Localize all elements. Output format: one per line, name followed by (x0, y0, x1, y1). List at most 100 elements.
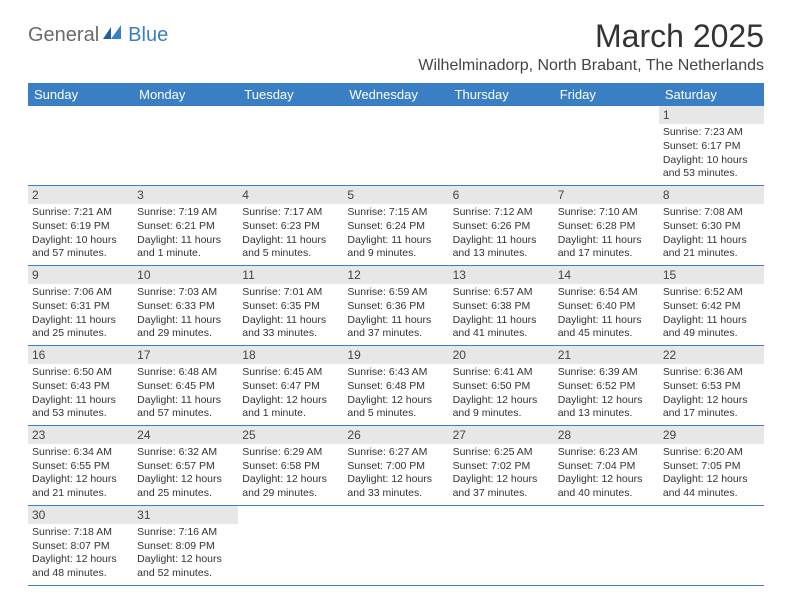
daylight-text: Daylight: 11 hours and 1 minute. (137, 234, 234, 261)
calendar-day-cell: 24Sunrise: 6:32 AMSunset: 6:57 PMDayligh… (133, 425, 238, 505)
calendar-day-cell: 7Sunrise: 7:10 AMSunset: 6:28 PMDaylight… (554, 185, 659, 265)
sunset-text: Sunset: 6:28 PM (558, 220, 655, 234)
weekday-header: Sunday (28, 83, 133, 106)
day-details: Sunrise: 6:34 AMSunset: 6:55 PMDaylight:… (28, 444, 133, 505)
day-number: 5 (343, 186, 448, 204)
day-number: 1 (659, 106, 764, 124)
weekday-header: Thursday (449, 83, 554, 106)
day-details: Sunrise: 7:19 AMSunset: 6:21 PMDaylight:… (133, 204, 238, 265)
header: General Blue March 2025 Wilhelminadorp, … (28, 18, 764, 75)
location-subtitle: Wilhelminadorp, North Brabant, The Nethe… (418, 57, 764, 75)
sunset-text: Sunset: 6:42 PM (663, 300, 760, 314)
sunrise-text: Sunrise: 6:32 AM (137, 446, 234, 460)
day-number: 18 (238, 346, 343, 364)
sunrise-text: Sunrise: 7:03 AM (137, 286, 234, 300)
day-number: 30 (28, 506, 133, 524)
day-details: Sunrise: 7:06 AMSunset: 6:31 PMDaylight:… (28, 284, 133, 345)
day-number: 29 (659, 426, 764, 444)
calendar-empty-cell (238, 106, 343, 185)
day-number: 20 (449, 346, 554, 364)
sunset-text: Sunset: 6:21 PM (137, 220, 234, 234)
daylight-text: Daylight: 11 hours and 5 minutes. (242, 234, 339, 261)
day-details: Sunrise: 6:36 AMSunset: 6:53 PMDaylight:… (659, 364, 764, 425)
sunset-text: Sunset: 7:02 PM (453, 460, 550, 474)
sunset-text: Sunset: 6:26 PM (453, 220, 550, 234)
daylight-text: Daylight: 12 hours and 40 minutes. (558, 473, 655, 500)
logo-text-general: General (28, 24, 99, 47)
day-details: Sunrise: 7:12 AMSunset: 6:26 PMDaylight:… (449, 204, 554, 265)
daylight-text: Daylight: 12 hours and 52 minutes. (137, 553, 234, 580)
sunset-text: Sunset: 7:05 PM (663, 460, 760, 474)
sunset-text: Sunset: 6:17 PM (663, 140, 760, 154)
sunset-text: Sunset: 6:53 PM (663, 380, 760, 394)
day-details: Sunrise: 6:43 AMSunset: 6:48 PMDaylight:… (343, 364, 448, 425)
calendar-day-cell: 15Sunrise: 6:52 AMSunset: 6:42 PMDayligh… (659, 265, 764, 345)
day-number: 22 (659, 346, 764, 364)
sunrise-text: Sunrise: 7:18 AM (32, 526, 129, 540)
day-details: Sunrise: 6:52 AMSunset: 6:42 PMDaylight:… (659, 284, 764, 345)
title-block: March 2025 Wilhelminadorp, North Brabant… (418, 18, 764, 75)
day-number: 28 (554, 426, 659, 444)
calendar-day-cell: 19Sunrise: 6:43 AMSunset: 6:48 PMDayligh… (343, 345, 448, 425)
day-details: Sunrise: 7:10 AMSunset: 6:28 PMDaylight:… (554, 204, 659, 265)
calendar-header-row: SundayMondayTuesdayWednesdayThursdayFrid… (28, 83, 764, 106)
sunrise-text: Sunrise: 6:20 AM (663, 446, 760, 460)
calendar-day-cell: 27Sunrise: 6:25 AMSunset: 7:02 PMDayligh… (449, 425, 554, 505)
sunrise-text: Sunrise: 6:36 AM (663, 366, 760, 380)
weekday-header: Monday (133, 83, 238, 106)
calendar-day-cell: 12Sunrise: 6:59 AMSunset: 6:36 PMDayligh… (343, 265, 448, 345)
calendar-day-cell: 2Sunrise: 7:21 AMSunset: 6:19 PMDaylight… (28, 185, 133, 265)
day-details: Sunrise: 6:54 AMSunset: 6:40 PMDaylight:… (554, 284, 659, 345)
sunrise-text: Sunrise: 7:08 AM (663, 206, 760, 220)
daylight-text: Daylight: 12 hours and 33 minutes. (347, 473, 444, 500)
daylight-text: Daylight: 11 hours and 37 minutes. (347, 314, 444, 341)
calendar-day-cell: 26Sunrise: 6:27 AMSunset: 7:00 PMDayligh… (343, 425, 448, 505)
calendar-day-cell: 30Sunrise: 7:18 AMSunset: 8:07 PMDayligh… (28, 505, 133, 585)
day-details: Sunrise: 7:08 AMSunset: 6:30 PMDaylight:… (659, 204, 764, 265)
daylight-text: Daylight: 12 hours and 21 minutes. (32, 473, 129, 500)
sunset-text: Sunset: 6:30 PM (663, 220, 760, 234)
calendar-week-row: 2Sunrise: 7:21 AMSunset: 6:19 PMDaylight… (28, 185, 764, 265)
sunrise-text: Sunrise: 6:45 AM (242, 366, 339, 380)
calendar-day-cell: 10Sunrise: 7:03 AMSunset: 6:33 PMDayligh… (133, 265, 238, 345)
day-details: Sunrise: 7:01 AMSunset: 6:35 PMDaylight:… (238, 284, 343, 345)
sunrise-text: Sunrise: 7:06 AM (32, 286, 129, 300)
page-title: March 2025 (418, 18, 764, 55)
calendar-week-row: 16Sunrise: 6:50 AMSunset: 6:43 PMDayligh… (28, 345, 764, 425)
day-details: Sunrise: 6:50 AMSunset: 6:43 PMDaylight:… (28, 364, 133, 425)
sunrise-text: Sunrise: 7:17 AM (242, 206, 339, 220)
calendar-body: 1Sunrise: 7:23 AMSunset: 6:17 PMDaylight… (28, 106, 764, 585)
day-details: Sunrise: 7:23 AMSunset: 6:17 PMDaylight:… (659, 124, 764, 185)
daylight-text: Daylight: 11 hours and 33 minutes. (242, 314, 339, 341)
calendar-empty-cell (343, 505, 448, 585)
daylight-text: Daylight: 12 hours and 44 minutes. (663, 473, 760, 500)
day-number: 25 (238, 426, 343, 444)
sunset-text: Sunset: 6:45 PM (137, 380, 234, 394)
sunrise-text: Sunrise: 7:21 AM (32, 206, 129, 220)
weekday-header: Friday (554, 83, 659, 106)
sunrise-text: Sunrise: 7:01 AM (242, 286, 339, 300)
calendar-day-cell: 20Sunrise: 6:41 AMSunset: 6:50 PMDayligh… (449, 345, 554, 425)
daylight-text: Daylight: 11 hours and 53 minutes. (32, 394, 129, 421)
calendar-day-cell: 1Sunrise: 7:23 AMSunset: 6:17 PMDaylight… (659, 106, 764, 185)
daylight-text: Daylight: 10 hours and 57 minutes. (32, 234, 129, 261)
sunrise-text: Sunrise: 6:39 AM (558, 366, 655, 380)
sunset-text: Sunset: 8:09 PM (137, 540, 234, 554)
sunset-text: Sunset: 6:36 PM (347, 300, 444, 314)
calendar-empty-cell (449, 505, 554, 585)
daylight-text: Daylight: 11 hours and 45 minutes. (558, 314, 655, 341)
sunrise-text: Sunrise: 6:29 AM (242, 446, 339, 460)
calendar-day-cell: 8Sunrise: 7:08 AMSunset: 6:30 PMDaylight… (659, 185, 764, 265)
day-number: 23 (28, 426, 133, 444)
sunrise-text: Sunrise: 6:41 AM (453, 366, 550, 380)
calendar-empty-cell (133, 106, 238, 185)
day-number: 31 (133, 506, 238, 524)
calendar-day-cell: 25Sunrise: 6:29 AMSunset: 6:58 PMDayligh… (238, 425, 343, 505)
day-details: Sunrise: 6:57 AMSunset: 6:38 PMDaylight:… (449, 284, 554, 345)
calendar-week-row: 9Sunrise: 7:06 AMSunset: 6:31 PMDaylight… (28, 265, 764, 345)
calendar-empty-cell (449, 106, 554, 185)
daylight-text: Daylight: 11 hours and 13 minutes. (453, 234, 550, 261)
calendar-day-cell: 31Sunrise: 7:16 AMSunset: 8:09 PMDayligh… (133, 505, 238, 585)
sunrise-text: Sunrise: 6:34 AM (32, 446, 129, 460)
daylight-text: Daylight: 11 hours and 49 minutes. (663, 314, 760, 341)
